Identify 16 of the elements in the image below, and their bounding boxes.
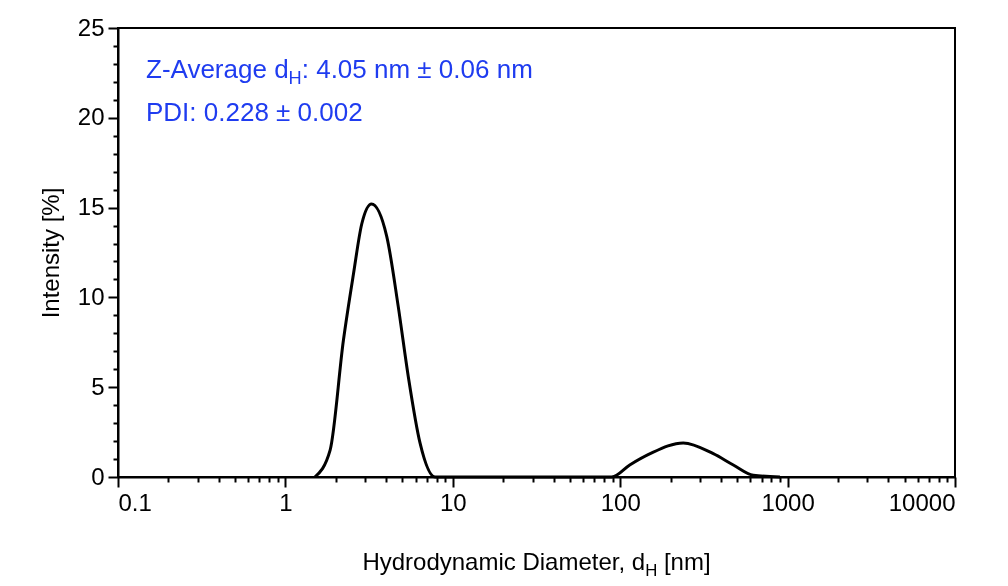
x-tick-label: 10: [439, 488, 467, 516]
x-axis-title: Hydrodynamic Diameter, d$_{H}$ [nm]: [361, 548, 712, 581]
y-tick-label: 0: [91, 462, 105, 490]
y-tick-label: 20: [77, 103, 105, 131]
annotation: Z-Average d$_{H}$: 4.05 nm ± 0.06 nm: [146, 53, 533, 91]
annotation: PDI: 0.228 ± 0.002: [146, 96, 364, 130]
y-tick-label: 10: [77, 282, 105, 310]
x-tick-label: 1: [279, 488, 293, 516]
x-tick-label: 100: [600, 488, 641, 516]
y-tick-label: 25: [77, 13, 105, 41]
y-tick-label: 15: [77, 193, 105, 221]
y-axis-title: Intensity [%]: [36, 187, 64, 319]
y-tick-label: 5: [91, 372, 105, 400]
x-tick-label: 1000: [761, 488, 815, 516]
x-tick-label: 10000: [888, 488, 956, 516]
x-tick-label: 0.1: [118, 488, 152, 516]
